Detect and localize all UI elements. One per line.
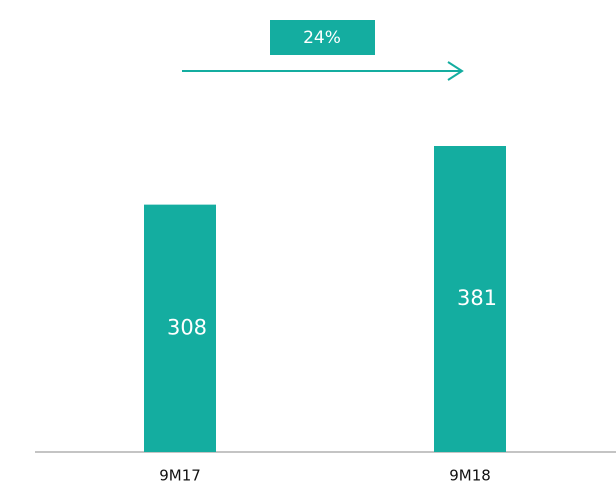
bar	[434, 146, 506, 452]
annotation-box	[270, 20, 375, 55]
annotation: 24%	[303, 28, 341, 48]
arrow-head	[447, 61, 464, 81]
x-tick-label: 9M18	[449, 467, 491, 485]
value-label: 308	[167, 315, 207, 339]
x-tick-label: 9M17	[159, 467, 201, 485]
bar	[144, 204, 216, 452]
value-label: 381	[457, 286, 497, 310]
